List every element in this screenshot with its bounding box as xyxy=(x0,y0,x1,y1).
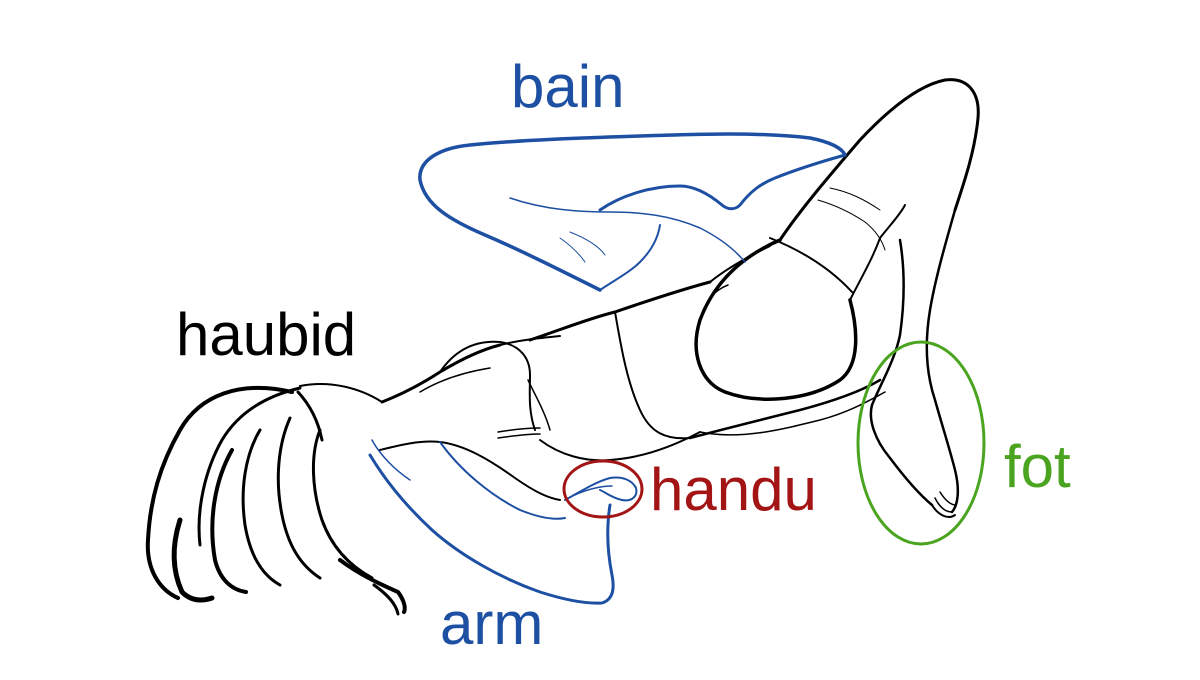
raised-leg-outline xyxy=(778,78,980,518)
hand-outline xyxy=(564,476,638,502)
label-fot: fot xyxy=(1004,433,1071,500)
label-haubid: haubid xyxy=(176,301,357,368)
bent-leg-highlight xyxy=(418,132,847,292)
hip-outline xyxy=(694,237,881,401)
torso-outline xyxy=(379,280,886,501)
label-handu: handu xyxy=(650,456,817,523)
label-bain: bain xyxy=(511,53,625,120)
hand-circle xyxy=(562,459,644,519)
label-arm: arm xyxy=(440,590,544,657)
hair-outline xyxy=(145,383,407,616)
foot-circle xyxy=(856,340,986,546)
arm-highlight xyxy=(368,439,615,605)
